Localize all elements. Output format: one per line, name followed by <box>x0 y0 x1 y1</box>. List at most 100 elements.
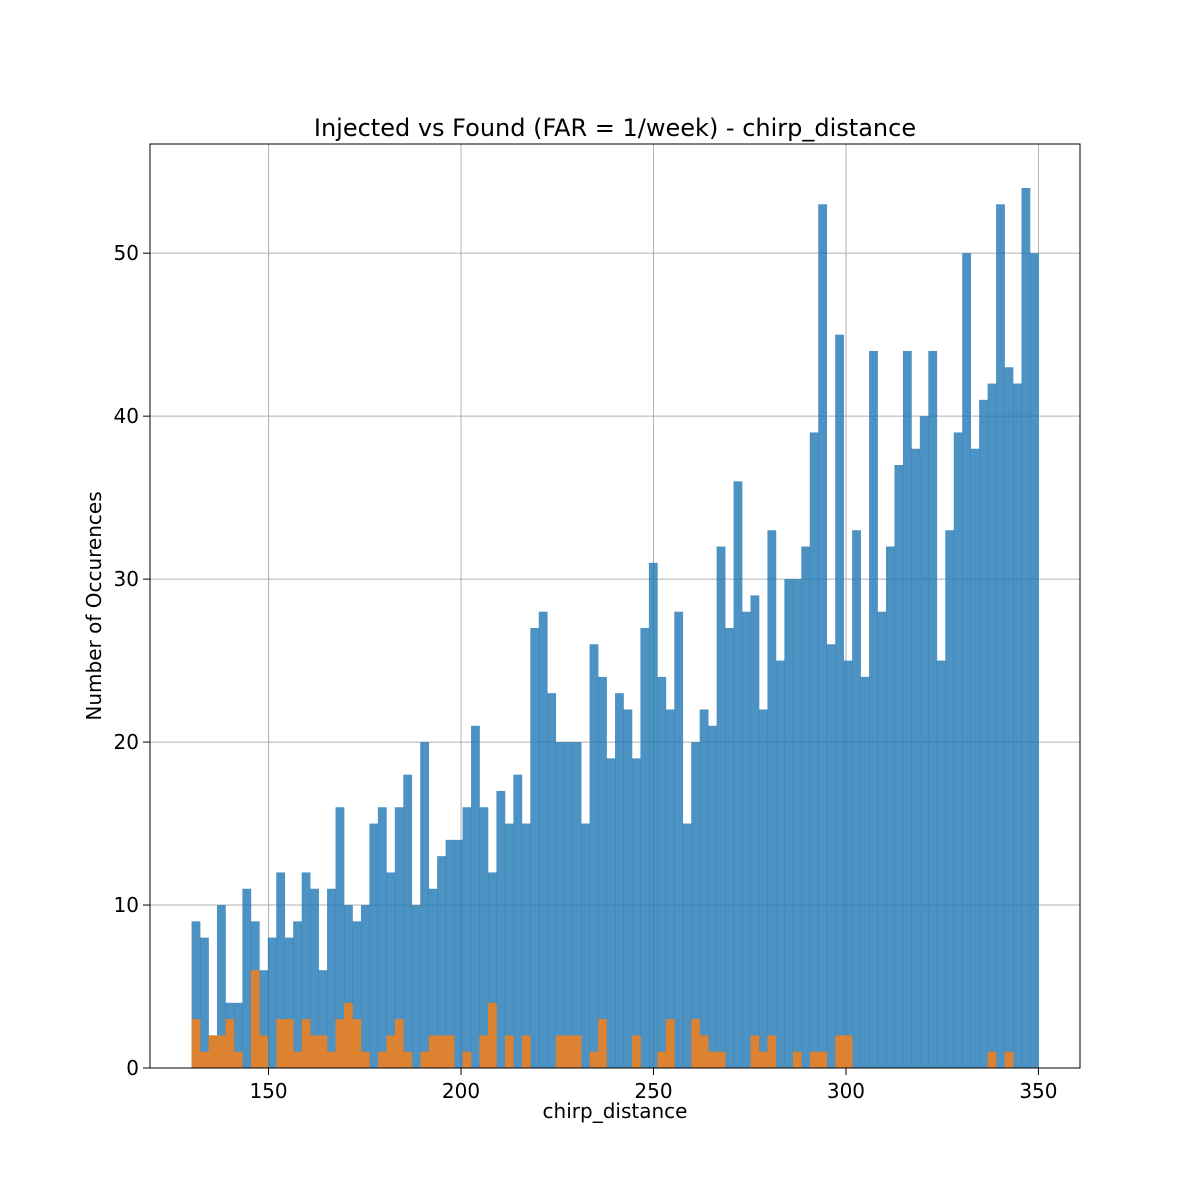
injected-bar <box>276 872 286 1068</box>
found-bar <box>386 1035 396 1068</box>
injected-bar <box>742 611 751 1068</box>
found-bar <box>250 970 260 1068</box>
injected-bar <box>826 644 836 1068</box>
injected-bar <box>784 579 794 1068</box>
injected-bar <box>479 807 489 1068</box>
found-bar <box>631 1035 641 1068</box>
injected-bar <box>631 758 641 1068</box>
injected-bar <box>767 530 777 1068</box>
injected-bar <box>708 725 717 1068</box>
injected-bar <box>555 742 565 1068</box>
injected-bar <box>259 970 269 1068</box>
plot-area: 150 200 250 300 350 0 10 20 30 40 50 <box>114 143 1081 1103</box>
injected-bar <box>648 562 658 1068</box>
injected-bar <box>454 839 463 1068</box>
injected-bar <box>860 676 870 1068</box>
y-tick-label: 0 <box>126 1056 139 1080</box>
found-bar <box>310 1035 319 1068</box>
injected-bar <box>445 839 455 1068</box>
found-bar <box>437 1035 446 1068</box>
injected-bar <box>547 693 557 1068</box>
y-axis-label: Number of Occurences <box>82 491 106 720</box>
injected-bar <box>1021 188 1031 1068</box>
injected-bar <box>428 888 438 1068</box>
found-bar <box>564 1035 574 1068</box>
x-tick-label: 250 <box>634 1079 672 1103</box>
injected-bar <box>200 937 209 1068</box>
injected-bar <box>420 742 430 1068</box>
x-tick-label: 200 <box>442 1079 480 1103</box>
injected-bar <box>852 530 861 1068</box>
found-bar <box>403 1051 413 1068</box>
injected-bar <box>191 921 201 1068</box>
found-bar <box>208 1035 218 1068</box>
injected-bar <box>581 823 590 1068</box>
y-tick-label: 10 <box>114 893 139 917</box>
found-bar <box>835 1035 845 1068</box>
found-bar <box>259 1035 269 1068</box>
found-bar <box>699 1035 709 1068</box>
found-bar <box>843 1035 853 1068</box>
injected-bar <box>792 579 802 1068</box>
injected-bar <box>996 204 1005 1069</box>
found-bar <box>818 1051 828 1068</box>
injected-bar <box>377 807 387 1068</box>
injected-bar <box>301 872 311 1068</box>
injected-bar <box>894 465 904 1068</box>
injected-bar <box>674 611 684 1068</box>
found-bar <box>487 1002 497 1068</box>
y-tick-label: 40 <box>114 404 139 428</box>
injected-bar <box>564 742 574 1068</box>
found-bar <box>335 1019 345 1068</box>
injected-bar <box>242 888 252 1068</box>
y-tick-label: 50 <box>114 241 139 265</box>
injected-bar <box>725 628 734 1068</box>
injected-bar <box>809 432 819 1068</box>
injected-bar <box>233 1002 243 1068</box>
injected-bar <box>623 709 633 1068</box>
injected-bar <box>496 790 506 1068</box>
injected-bar <box>716 546 726 1068</box>
injected-bar <box>869 350 878 1068</box>
injected-bar <box>835 334 845 1069</box>
injected-bar <box>1029 253 1039 1068</box>
found-bar <box>792 1051 802 1068</box>
found-bar <box>216 1035 226 1068</box>
found-bar <box>462 1051 472 1068</box>
injected-bar <box>530 628 540 1068</box>
found-bar <box>809 1051 819 1068</box>
injected-bar <box>987 383 997 1068</box>
injected-bar <box>1004 367 1014 1068</box>
injected-bar <box>953 432 963 1068</box>
found-bar <box>1004 1051 1014 1068</box>
found-bar <box>750 1035 760 1068</box>
injected-bar <box>437 856 446 1068</box>
injected-bar <box>462 807 472 1068</box>
found-bar <box>589 1051 599 1068</box>
found-bar <box>301 1019 311 1068</box>
injected-bar <box>801 546 811 1068</box>
axes-frame <box>149 143 1081 1069</box>
chart-title: Injected vs Found (FAR = 1/week) - chirp… <box>314 114 916 142</box>
found-bar <box>598 1019 607 1068</box>
found-bar <box>555 1035 565 1068</box>
found-bar <box>318 1035 328 1068</box>
found-bar <box>657 1051 667 1068</box>
injected-bar <box>657 676 667 1068</box>
injected-bar <box>513 774 523 1068</box>
found-bar <box>284 1019 294 1068</box>
injected-bar <box>284 937 294 1068</box>
y-tick-label: 20 <box>114 730 139 754</box>
injected-bar <box>394 807 404 1068</box>
found-bar <box>716 1051 726 1068</box>
injected-bar <box>919 416 929 1068</box>
injected-bar <box>818 204 828 1069</box>
injected-bar <box>902 350 912 1068</box>
injected-bar <box>640 628 650 1068</box>
injected-bar <box>411 905 421 1068</box>
injected-bar <box>521 823 531 1068</box>
y-tick-label: 30 <box>114 567 139 591</box>
injected-bar <box>267 937 277 1068</box>
found-bar <box>504 1035 514 1068</box>
found-bar <box>479 1035 489 1068</box>
